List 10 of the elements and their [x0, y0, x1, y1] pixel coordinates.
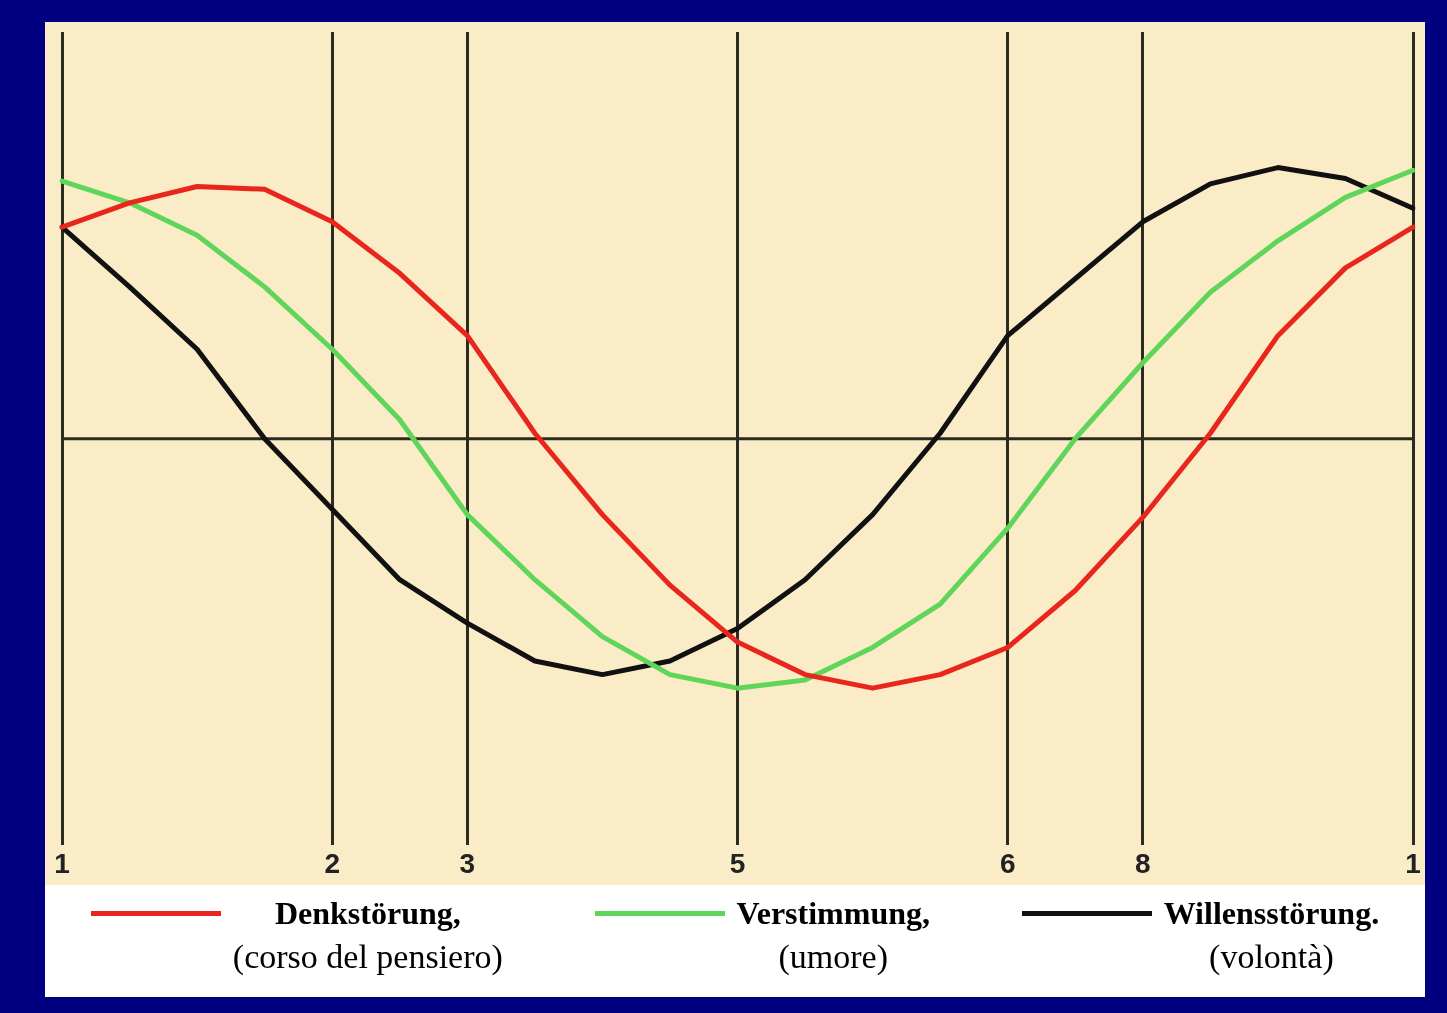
legend-label: Willensstörung. (volontà) [1163, 894, 1380, 977]
legend-label: Verstimmung, (umore) [736, 894, 930, 977]
x-tick-label: 5 [729, 847, 746, 879]
x-tick-label: 6 [999, 847, 1016, 879]
x-tick-label: 1 [1405, 847, 1421, 879]
x-tick-label: 3 [459, 847, 476, 879]
x-tick-label: 8 [1135, 847, 1151, 879]
x-tick-label: 1 [54, 847, 70, 879]
x-tick-label: 2 [324, 847, 340, 879]
legend-label: Denkstörung, (corso del pensiero) [232, 894, 503, 977]
